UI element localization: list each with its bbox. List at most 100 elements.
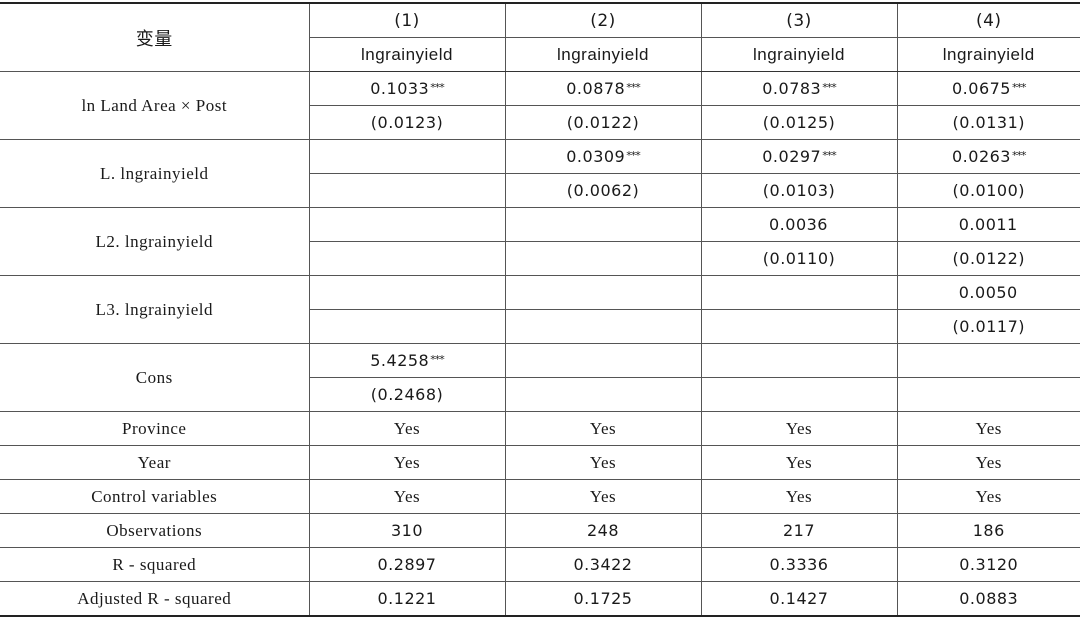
coefficient-cell: 0.0297*** [700, 139, 898, 174]
statistic-value: 0.3336 [700, 547, 898, 582]
significance-stars: *** [1011, 149, 1026, 162]
coefficient-cell [504, 207, 702, 242]
statistic-value: Yes [308, 479, 506, 514]
header-row-dependent-variables: lngrainyield lngrainyield lngrainyield l… [0, 37, 1080, 72]
coefficient-value: 0.0263 [952, 147, 1011, 166]
coefficient-value: 0.0297 [762, 147, 822, 166]
coefficient-row: ln Land Area × Post 0.1033*** 0.0878*** 0.0… [0, 71, 1080, 140]
coefficient-cell [700, 275, 898, 310]
standard-error-cell: (0.0062) [504, 173, 702, 208]
standard-error-cell: (0.2468) [309, 377, 506, 412]
dependent-variable-1: lngrainyield [309, 37, 506, 72]
statistic-value: Yes [896, 445, 1080, 480]
statistics-row: R - squared 0.2897 0.3422 0.3336 0.3120 [0, 547, 1080, 582]
coefficient-value: 0.0036 [769, 215, 828, 234]
statistic-value: 0.1427 [700, 581, 898, 617]
variable-name: ln Land Area × Post [0, 71, 310, 140]
dependent-variable-2: lngrainyield [504, 37, 702, 72]
standard-error-cell [504, 241, 702, 276]
standard-error-cell [700, 309, 898, 344]
significance-stars: *** [822, 149, 836, 162]
coefficient-cell [896, 343, 1080, 378]
significance-stars: *** [430, 81, 444, 94]
standard-error-cell: (0.0123) [309, 105, 506, 140]
significance-stars: *** [626, 81, 640, 94]
statistic-name: Adjusted R - squared [0, 581, 310, 617]
standard-error-cell: (0.0110) [700, 241, 898, 276]
statistic-value: Yes [504, 479, 702, 514]
variable-name: L3. lngrainyield [0, 275, 310, 344]
standard-error-row: (0.0062) (0.0103) (0.0100) [0, 173, 1080, 208]
statistics-row: Observations 310 248 217 186 [0, 513, 1080, 548]
coefficient-value: 0.1033 [370, 79, 430, 98]
coefficient-cell [308, 139, 506, 174]
column-number-4: (4) [896, 2, 1080, 38]
coefficient-row: L3. lngrainyield 0.0050 [0, 275, 1080, 344]
statistic-value: 0.2897 [308, 547, 506, 582]
statistic-name: R - squared [0, 547, 310, 582]
statistic-value: 0.1221 [308, 581, 506, 617]
standard-error-cell: (0.0122) [504, 105, 702, 140]
table-header: 变量 (1) (2) (3) (4) lngrainyield lngrainy… [0, 2, 1080, 72]
statistics-rows: Province Yes Yes Yes Yes Year Yes Yes Yes Yes Cont… [0, 411, 1080, 617]
standard-error-cell: (0.0122) [896, 241, 1080, 276]
coefficient-row: L. lngrainyield 0.0309*** 0.0297*** 0.0263*… [0, 139, 1080, 208]
coefficient-cell: 0.1033*** [308, 71, 506, 106]
coefficient-row: L2. lngrainyield 0.0036 0.0011 [0, 207, 1080, 276]
column-number-2: (2) [504, 2, 702, 38]
statistic-value: 0.3120 [896, 547, 1080, 582]
statistic-value: Yes [700, 445, 898, 480]
variable-name: Cons [0, 343, 310, 412]
coefficient-cell [308, 207, 506, 242]
coefficient-value: 0.0675 [952, 79, 1011, 98]
significance-stars: *** [1011, 81, 1026, 94]
coefficient-value: 0.0050 [958, 283, 1018, 302]
coefficient-cell [504, 343, 702, 378]
statistic-value: Yes [700, 411, 898, 446]
statistics-row: Adjusted R - squared 0.1221 0.1725 0.1427 0.… [0, 581, 1080, 617]
statistic-value: 217 [700, 513, 898, 548]
significance-stars: *** [430, 353, 444, 366]
standard-error-cell [309, 309, 506, 344]
coefficient-value: 0.0878 [566, 79, 626, 98]
statistic-value: Yes [896, 411, 1080, 446]
coefficient-cell: 0.0036 [700, 207, 898, 242]
statistic-value: Yes [308, 445, 506, 480]
statistic-value: 186 [896, 513, 1080, 548]
standard-error-row: (0.2468) [0, 377, 1080, 412]
statistic-value: Yes [896, 479, 1080, 514]
significance-stars: *** [626, 149, 640, 162]
variable-name: L2. lngrainyield [0, 207, 310, 276]
coefficient-cell [700, 343, 898, 378]
coefficient-value: 5.4258 [370, 351, 430, 370]
coefficient-cell: 0.0783*** [700, 71, 898, 106]
standard-error-cell: (0.0131) [896, 105, 1080, 140]
statistic-value: 310 [308, 513, 506, 548]
coefficient-cell: 0.0309*** [504, 139, 702, 174]
column-number-3: (3) [700, 2, 898, 38]
statistic-value: 0.3422 [504, 547, 702, 582]
coefficient-cell: 0.0878*** [504, 71, 702, 106]
coefficient-cell: 0.0011 [896, 207, 1080, 242]
column-number-1: (1) [308, 2, 506, 38]
statistic-name: Year [0, 445, 310, 480]
coefficient-cell: 0.0675*** [896, 71, 1080, 106]
coefficient-rows: ln Land Area × Post 0.1033*** 0.0878*** 0.0… [0, 71, 1080, 412]
standard-error-cell: (0.0100) [896, 173, 1080, 208]
coefficient-cell [504, 275, 702, 310]
statistics-row: Year Yes Yes Yes Yes [0, 445, 1080, 480]
statistic-value: 248 [504, 513, 702, 548]
statistic-value: 0.0883 [896, 581, 1080, 617]
standard-error-row: (0.0110) (0.0122) [0, 241, 1080, 276]
statistic-value: 0.1725 [504, 581, 702, 617]
standard-error-cell: (0.0117) [896, 309, 1080, 344]
dependent-variable-3: lngrainyield [700, 37, 898, 72]
coefficient-cell: 0.0263*** [896, 139, 1080, 174]
statistics-row: Control variables Yes Yes Yes Yes [0, 479, 1080, 514]
variable-name: L. lngrainyield [0, 139, 310, 208]
standard-error-row: (0.0117) [0, 309, 1080, 344]
coefficient-value: 0.0309 [566, 147, 626, 166]
standard-error-cell [504, 377, 702, 412]
coefficient-cell [308, 275, 506, 310]
